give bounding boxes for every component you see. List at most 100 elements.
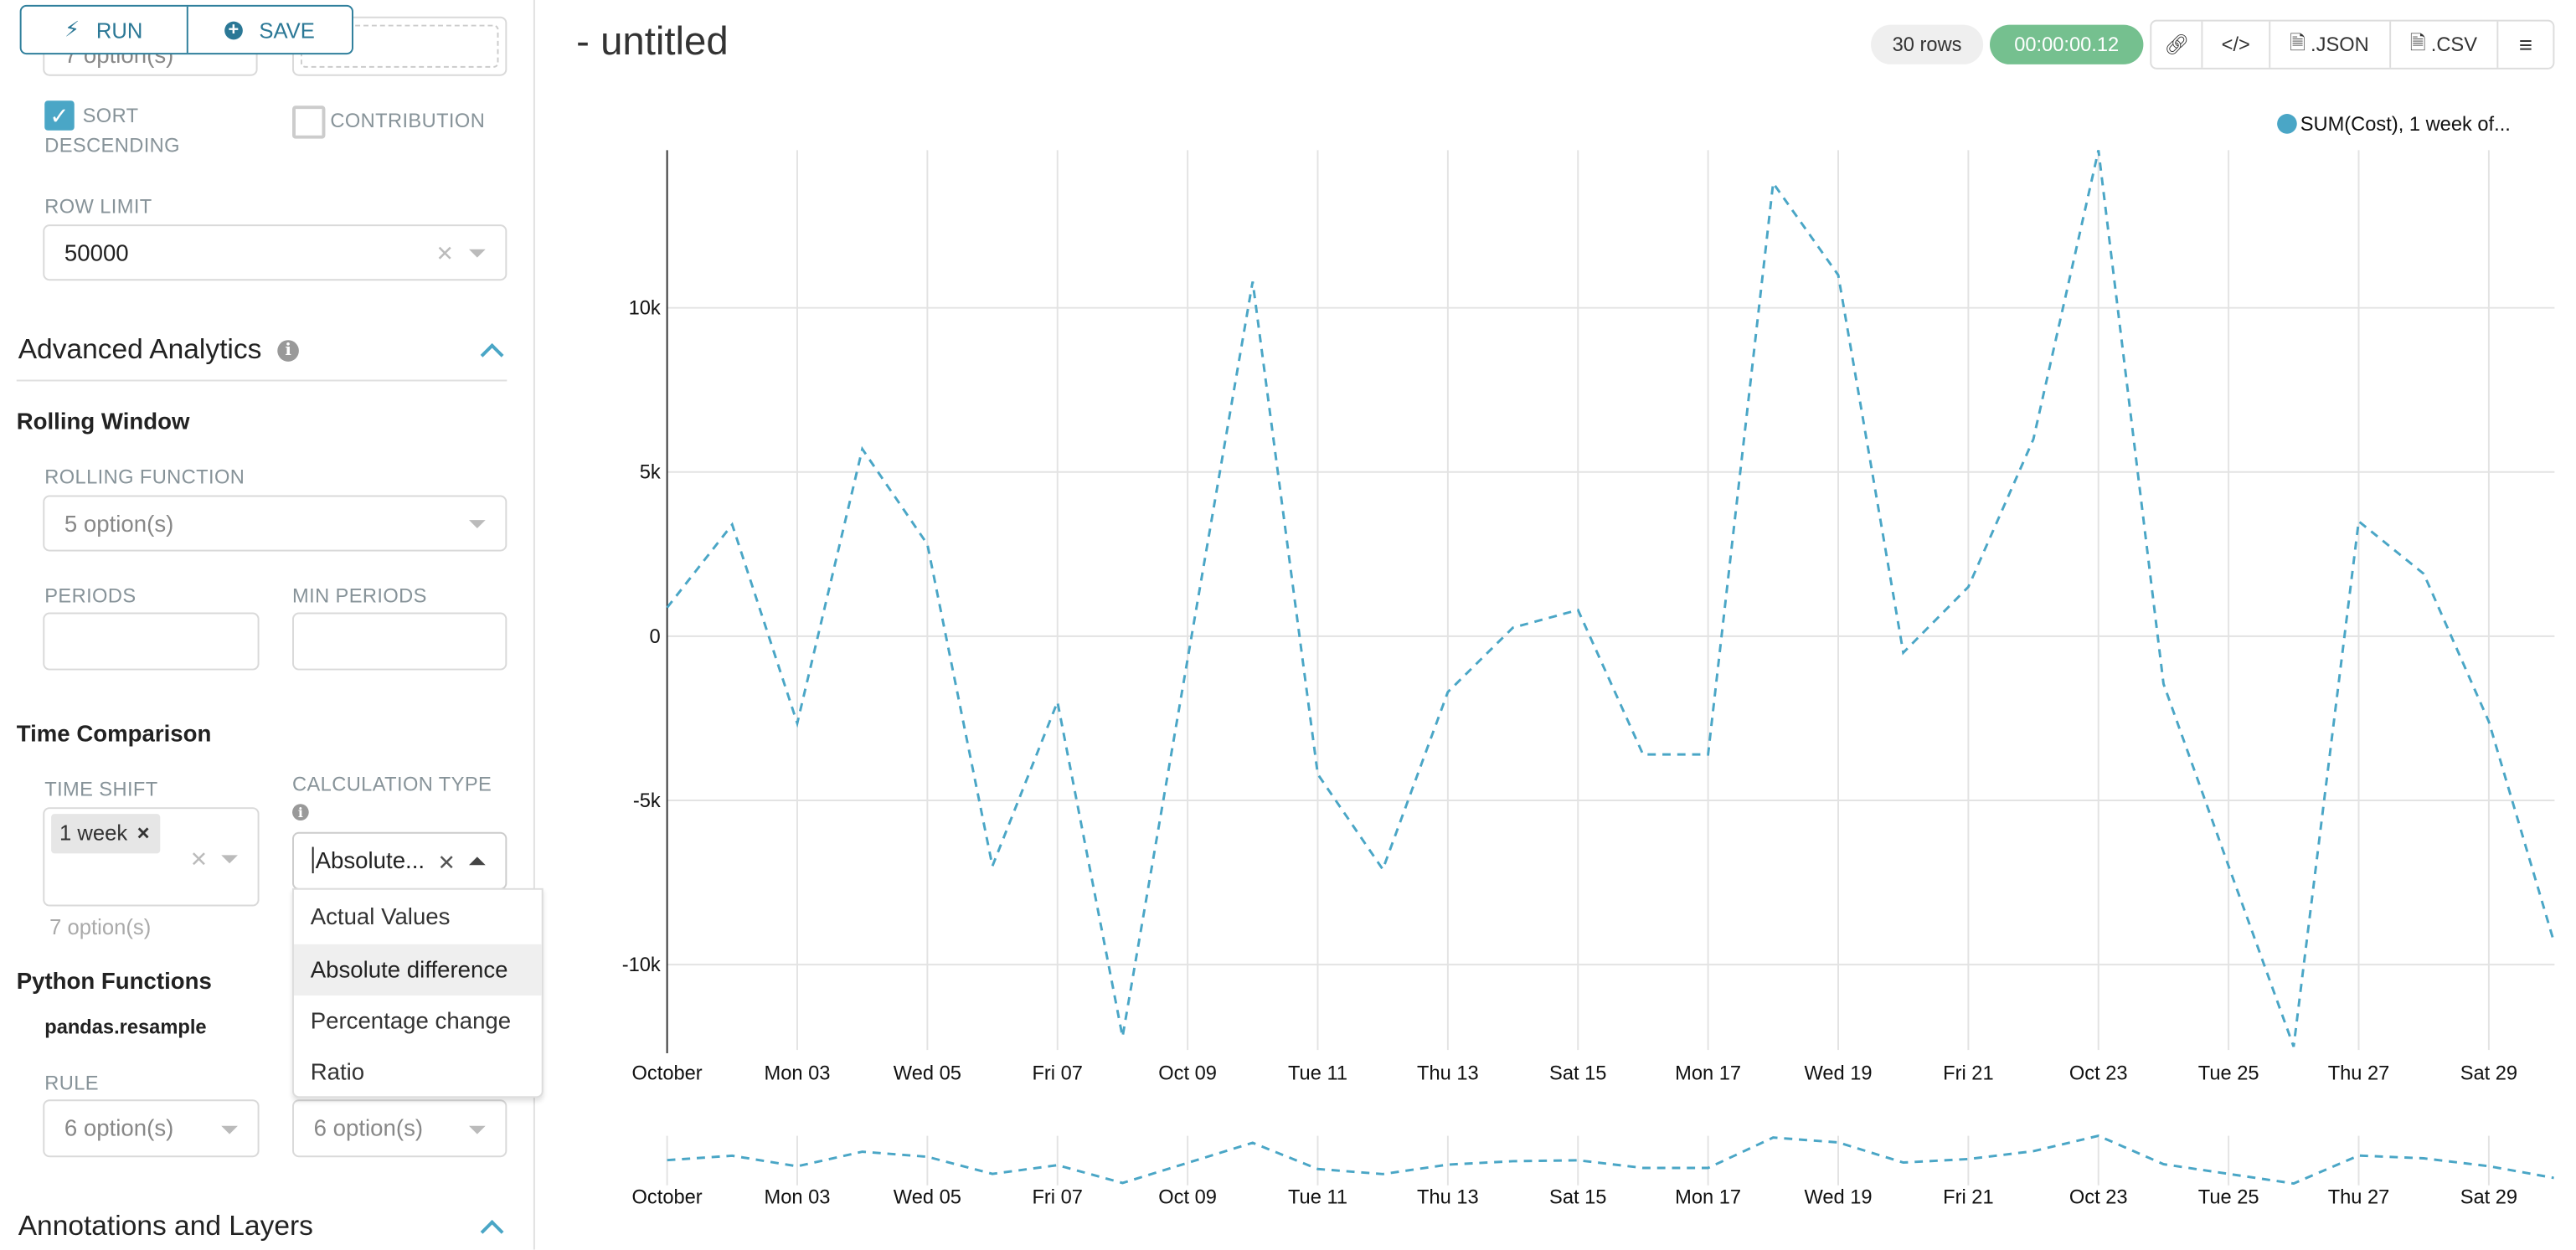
x-tick-label: Sat 15 (1549, 1063, 1606, 1085)
run-label: RUN (95, 17, 143, 43)
x-tick-label: Oct 09 (1158, 1063, 1217, 1085)
save-button[interactable]: + SAVE (185, 6, 352, 54)
info-icon: i (277, 340, 299, 362)
file-code-icon: 🗎︎ (2290, 30, 2306, 54)
info-icon: i (292, 804, 309, 820)
range-selector-line (667, 1134, 2554, 1186)
plus-circle-icon: + (224, 20, 243, 39)
rule-label: RULE (44, 1071, 99, 1095)
rows-badge: 30 rows (1871, 24, 1984, 64)
y-tick-label: -10k (622, 954, 661, 976)
sort-descending-label-2: DESCENDING (44, 133, 180, 157)
x-tick-label: Fri 07 (1032, 1063, 1082, 1085)
periods-input[interactable] (43, 612, 260, 671)
option-percentage-change[interactable]: Percentage change (310, 1006, 512, 1034)
x-tick-label: Thu 27 (2328, 1063, 2390, 1085)
time-comparison-title: Time Comparison (16, 719, 212, 747)
y-tick-label: -5k (633, 790, 661, 812)
range-x-tick-label: Thu 13 (1417, 1186, 1479, 1208)
export-csv-button[interactable]: 🗎︎ .CSV (2388, 21, 2497, 68)
x-tick-label: Mon 17 (1675, 1063, 1741, 1085)
calculation-type-menu: Actual Values Absolute difference Percen… (292, 887, 544, 1098)
contribution-label: CONTRIBUTION (330, 109, 486, 132)
x-tick-label: Wed 05 (894, 1063, 961, 1085)
chart-toolbar: 🔗︎ </> 🗎︎ .JSON 🗎︎ .CSV ≡ (2150, 19, 2555, 69)
timer-badge: 00:00:00.12 (1990, 24, 2144, 64)
legend-dot (2277, 114, 2297, 134)
method-placeholder: 6 option(s) (313, 1114, 424, 1141)
method-select[interactable]: 6 option(s) (292, 1099, 507, 1158)
contribution-checkbox[interactable] (292, 105, 326, 139)
y-tick-label: 10k (629, 298, 661, 320)
share-link-button[interactable]: 🔗︎ (2151, 22, 2202, 68)
code-icon: </> (2221, 33, 2250, 57)
annotations-title[interactable]: Annotations and Layers (18, 1210, 313, 1242)
range-x-tick-label: Mon 17 (1675, 1186, 1741, 1208)
more-menu-button[interactable]: ≡ (2496, 21, 2553, 68)
chart-title[interactable]: - untitled (576, 19, 729, 64)
rolling-function-placeholder: 5 option(s) (64, 510, 174, 537)
caret-down-icon[interactable] (221, 855, 238, 864)
option-ratio[interactable]: Ratio (310, 1057, 365, 1085)
range-x-tick-label: Sat 29 (2460, 1186, 2517, 1208)
x-tick-label: Fri 21 (1943, 1063, 1993, 1085)
time-shift-select[interactable]: 1 week × ✕ (43, 807, 260, 907)
option-actual-values[interactable]: Actual Values (310, 903, 451, 930)
range-x-tick-label: Oct 09 (1158, 1186, 1217, 1208)
calculation-type-label: CALCULATION TYPE (292, 772, 492, 796)
periods-label: PERIODS (44, 584, 137, 608)
range-x-tick-label: Sat 15 (1549, 1186, 1606, 1208)
export-json-button[interactable]: 🗎︎ .JSON (2268, 21, 2388, 68)
row-limit-value: 50000 (64, 239, 129, 266)
pandas-resample-title: pandas.resample (44, 1015, 207, 1039)
divider (16, 379, 507, 382)
min-periods-input[interactable] (292, 612, 507, 671)
sort-descending-label: SORT (82, 104, 139, 127)
rule-select[interactable]: 6 option(s) (43, 1099, 260, 1158)
legend-item[interactable]: SUM(Cost), 1 week of... (2277, 112, 2511, 136)
caret-down-icon[interactable] (468, 520, 486, 528)
clear-icon[interactable]: ✕ (437, 850, 456, 876)
run-button[interactable]: ⚡︎ RUN (22, 7, 186, 53)
x-tick-label: Thu 13 (1417, 1063, 1479, 1085)
y-tick-label: 0 (650, 626, 661, 648)
json-label: .JSON (2311, 33, 2369, 57)
python-functions-title: Python Functions (16, 967, 212, 995)
caret-down-icon[interactable] (221, 1125, 238, 1134)
rolling-function-label: ROLLING FUNCTION (44, 466, 245, 489)
link-icon: 🔗︎ (2164, 33, 2190, 57)
remove-tag-icon[interactable]: × (137, 820, 150, 846)
x-tick-label: Sat 29 (2460, 1063, 2517, 1085)
x-tick-label: Tue 11 (1288, 1063, 1347, 1085)
y-tick-label: 5k (640, 462, 661, 484)
option-absolute-difference[interactable]: Absolute difference (293, 944, 542, 995)
caret-down-icon[interactable] (468, 249, 486, 258)
x-tick-label: Oct 23 (2069, 1063, 2128, 1085)
clear-icon[interactable]: ✕ (435, 240, 455, 266)
rolling-function-select[interactable]: 5 option(s) (43, 495, 507, 552)
range-x-tick-label: October (632, 1186, 703, 1208)
caret-down-icon[interactable] (468, 1125, 486, 1134)
range-x-tick-label: Fri 07 (1032, 1186, 1082, 1208)
row-limit-select[interactable]: 50000 ✕ (43, 224, 507, 281)
range-x-tick-label: Oct 23 (2069, 1186, 2128, 1208)
x-tick-label: October (632, 1063, 703, 1085)
legend-label: SUM(Cost), 1 week of... (2300, 112, 2511, 136)
embed-code-button[interactable]: </> (2202, 21, 2268, 68)
hamburger-icon: ≡ (2518, 31, 2532, 59)
caret-up-icon[interactable] (468, 856, 486, 866)
series-line (666, 150, 2556, 1047)
time-shift-tag: 1 week × (51, 814, 161, 854)
range-x-tick-label: Wed 05 (894, 1186, 961, 1208)
time-shift-options-count: 7 option(s) (49, 914, 152, 939)
clear-icon[interactable]: ✕ (189, 846, 209, 872)
x-tick-label: Wed 19 (1804, 1063, 1872, 1085)
advanced-analytics-title[interactable]: Advanced Analytics (18, 333, 262, 365)
file-text-icon: 🗎︎ (2409, 30, 2426, 54)
range-x-tick-label: Wed 19 (1804, 1186, 1872, 1208)
x-tick-label: Mon 03 (765, 1063, 831, 1085)
sort-descending-checkbox[interactable]: ✓ (44, 100, 75, 131)
rolling-window-title: Rolling Window (16, 408, 190, 435)
row-limit-label: ROW LIMIT (44, 194, 152, 219)
